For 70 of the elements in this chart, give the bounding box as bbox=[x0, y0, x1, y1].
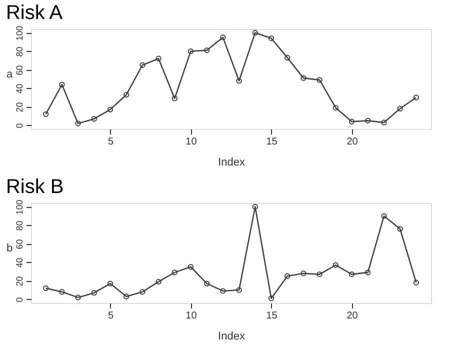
point bbox=[300, 75, 306, 81]
y-tick-label: 40 bbox=[14, 84, 24, 94]
point bbox=[59, 82, 65, 88]
point bbox=[316, 271, 322, 278]
y-axis-title: b bbox=[6, 242, 13, 254]
point bbox=[172, 270, 178, 276]
point bbox=[365, 118, 371, 124]
point bbox=[107, 280, 114, 286]
point bbox=[188, 264, 194, 270]
point bbox=[236, 78, 242, 84]
point bbox=[268, 35, 274, 42]
chart-title: Risk B bbox=[6, 176, 64, 198]
point bbox=[252, 30, 258, 36]
point bbox=[381, 213, 387, 219]
y-tick-label: 100 bbox=[14, 26, 24, 41]
y-tick-label: 0 bbox=[14, 297, 24, 302]
y-tick-label: 80 bbox=[14, 220, 24, 231]
point bbox=[188, 48, 194, 54]
point bbox=[381, 120, 387, 126]
x-axis-title: Index bbox=[218, 156, 246, 168]
x-tick-label: 5 bbox=[108, 136, 114, 148]
point bbox=[59, 289, 65, 295]
point bbox=[91, 290, 97, 296]
point bbox=[284, 54, 290, 61]
x-tick-label: 20 bbox=[346, 310, 358, 322]
point bbox=[123, 294, 130, 300]
y-tick-label: 0 bbox=[14, 123, 24, 128]
point bbox=[332, 104, 339, 111]
y-tick-label: 80 bbox=[14, 46, 24, 57]
x-tick-label: 5 bbox=[108, 310, 114, 322]
point bbox=[268, 296, 274, 302]
point bbox=[397, 106, 403, 112]
point bbox=[91, 116, 97, 122]
point bbox=[300, 270, 306, 276]
point bbox=[204, 47, 210, 54]
point bbox=[252, 204, 258, 210]
point bbox=[140, 62, 146, 68]
point bbox=[156, 56, 162, 62]
point bbox=[316, 77, 322, 83]
chart-title: Risk A bbox=[6, 2, 64, 24]
point bbox=[156, 278, 162, 285]
y-tick-label: 60 bbox=[14, 239, 24, 250]
point bbox=[75, 294, 81, 300]
point bbox=[123, 92, 130, 98]
point bbox=[107, 106, 114, 112]
point bbox=[220, 34, 226, 40]
x-tick-label: 10 bbox=[186, 310, 198, 322]
point bbox=[348, 118, 355, 124]
point bbox=[397, 226, 403, 232]
point bbox=[220, 288, 226, 294]
y-tick-label: 100 bbox=[14, 200, 24, 215]
point bbox=[284, 273, 290, 279]
x-axis-title: Index bbox=[218, 330, 246, 342]
y-tick-label: 60 bbox=[14, 65, 24, 76]
y-tick-label: 20 bbox=[14, 276, 24, 286]
point bbox=[348, 271, 355, 278]
point bbox=[204, 280, 210, 286]
point bbox=[365, 270, 371, 276]
point bbox=[236, 287, 242, 293]
point bbox=[75, 120, 81, 126]
x-tick-label: 15 bbox=[266, 136, 278, 148]
x-tick-label: 15 bbox=[266, 310, 278, 322]
point bbox=[332, 262, 339, 268]
point bbox=[140, 289, 146, 295]
point bbox=[172, 96, 178, 102]
x-tick-label: 10 bbox=[186, 136, 198, 148]
x-tick-label: 20 bbox=[346, 136, 358, 148]
y-axis-title: a bbox=[6, 68, 14, 80]
y-tick-label: 40 bbox=[14, 258, 24, 268]
y-tick-label: 20 bbox=[14, 102, 24, 112]
